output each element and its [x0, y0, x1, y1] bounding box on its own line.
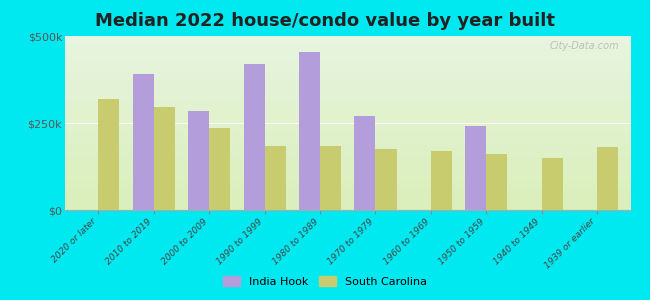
- Legend: India Hook, South Carolina: India Hook, South Carolina: [219, 272, 431, 291]
- Bar: [265, 146, 285, 210]
- Bar: [133, 74, 153, 210]
- Bar: [597, 147, 618, 210]
- Bar: [98, 99, 120, 210]
- Bar: [209, 128, 230, 210]
- Bar: [299, 52, 320, 210]
- Bar: [431, 151, 452, 210]
- Bar: [188, 111, 209, 210]
- Bar: [486, 154, 508, 210]
- Bar: [244, 64, 265, 210]
- Bar: [320, 146, 341, 210]
- Bar: [376, 149, 396, 210]
- Bar: [153, 107, 175, 210]
- Text: City-Data.com: City-Data.com: [549, 41, 619, 51]
- Bar: [465, 127, 486, 210]
- Text: Median 2022 house/condo value by year built: Median 2022 house/condo value by year bu…: [95, 12, 555, 30]
- Bar: [542, 158, 563, 210]
- Bar: [354, 116, 376, 210]
